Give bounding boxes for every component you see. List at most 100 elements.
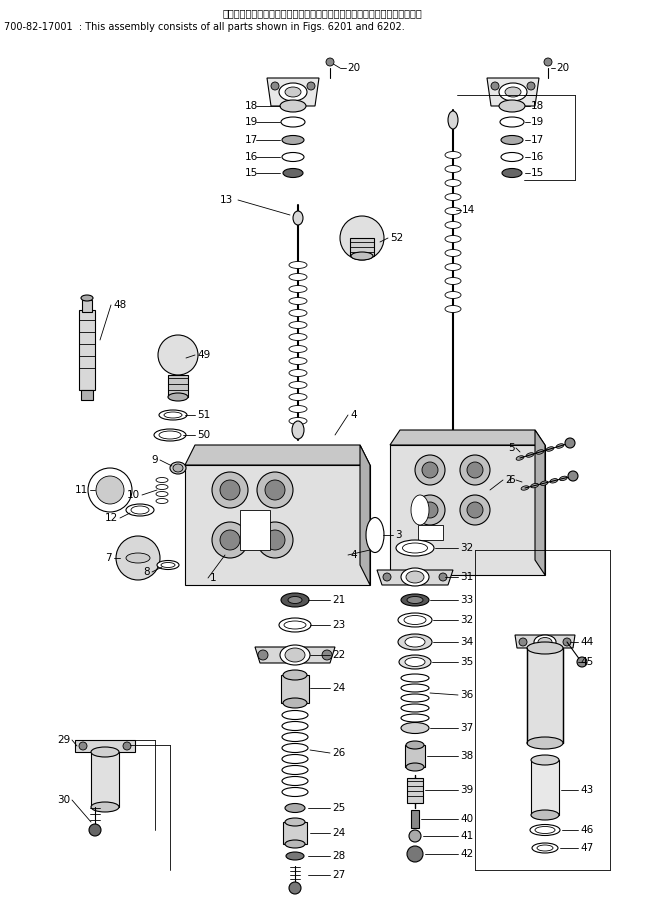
Circle shape bbox=[258, 650, 268, 660]
Bar bbox=[79, 310, 95, 390]
Ellipse shape bbox=[161, 563, 175, 567]
Ellipse shape bbox=[289, 309, 307, 316]
Circle shape bbox=[220, 530, 240, 550]
Bar bbox=[91, 752, 119, 807]
Polygon shape bbox=[185, 445, 370, 465]
Bar bbox=[82, 300, 92, 312]
Ellipse shape bbox=[282, 754, 308, 763]
Circle shape bbox=[265, 530, 285, 550]
Text: 1: 1 bbox=[210, 573, 217, 583]
Ellipse shape bbox=[531, 755, 559, 765]
Bar bbox=[81, 390, 93, 400]
Ellipse shape bbox=[445, 208, 461, 215]
Ellipse shape bbox=[170, 462, 186, 474]
Text: 27: 27 bbox=[332, 870, 345, 880]
Ellipse shape bbox=[448, 441, 458, 459]
Circle shape bbox=[96, 476, 124, 504]
Text: 23: 23 bbox=[332, 620, 345, 630]
Ellipse shape bbox=[289, 405, 307, 413]
Ellipse shape bbox=[289, 322, 307, 328]
Circle shape bbox=[460, 455, 490, 485]
Text: 10: 10 bbox=[127, 490, 140, 500]
Ellipse shape bbox=[281, 593, 309, 607]
Text: 9: 9 bbox=[152, 455, 158, 465]
Bar bbox=[407, 778, 423, 803]
Ellipse shape bbox=[282, 710, 308, 719]
Text: 26: 26 bbox=[332, 748, 345, 758]
Text: 35: 35 bbox=[460, 657, 473, 667]
Ellipse shape bbox=[168, 393, 188, 401]
Ellipse shape bbox=[396, 540, 434, 556]
Circle shape bbox=[383, 573, 391, 581]
Ellipse shape bbox=[285, 648, 305, 662]
Circle shape bbox=[322, 650, 332, 660]
Text: 18: 18 bbox=[244, 101, 258, 111]
Circle shape bbox=[89, 824, 101, 836]
Text: 41: 41 bbox=[460, 831, 473, 841]
Ellipse shape bbox=[286, 852, 304, 860]
Circle shape bbox=[409, 830, 421, 842]
Ellipse shape bbox=[156, 485, 168, 489]
Polygon shape bbox=[390, 430, 545, 445]
Ellipse shape bbox=[401, 568, 429, 586]
Ellipse shape bbox=[546, 447, 554, 451]
Ellipse shape bbox=[289, 286, 307, 292]
Ellipse shape bbox=[401, 694, 429, 702]
Ellipse shape bbox=[289, 417, 307, 424]
Text: 50: 50 bbox=[197, 430, 210, 440]
Ellipse shape bbox=[288, 597, 302, 603]
Bar bbox=[240, 510, 270, 550]
Text: 20: 20 bbox=[556, 63, 569, 73]
Text: 36: 36 bbox=[460, 690, 473, 700]
Ellipse shape bbox=[398, 634, 432, 650]
Ellipse shape bbox=[406, 763, 424, 771]
Ellipse shape bbox=[156, 477, 168, 483]
Ellipse shape bbox=[285, 818, 305, 826]
Circle shape bbox=[415, 495, 445, 525]
Bar bbox=[411, 810, 419, 828]
Ellipse shape bbox=[445, 278, 461, 284]
Text: 17: 17 bbox=[244, 135, 258, 145]
Text: 2: 2 bbox=[505, 475, 511, 485]
Circle shape bbox=[257, 472, 293, 508]
Ellipse shape bbox=[159, 410, 187, 420]
Ellipse shape bbox=[538, 637, 552, 646]
Ellipse shape bbox=[445, 263, 461, 271]
Text: 3: 3 bbox=[395, 530, 402, 540]
Ellipse shape bbox=[445, 291, 461, 298]
Bar bbox=[168, 375, 188, 397]
Ellipse shape bbox=[289, 394, 307, 400]
Circle shape bbox=[577, 657, 587, 667]
Circle shape bbox=[565, 438, 575, 448]
Ellipse shape bbox=[283, 670, 307, 680]
Bar bbox=[527, 648, 563, 743]
Circle shape bbox=[257, 522, 293, 558]
Text: 4: 4 bbox=[350, 410, 357, 420]
Text: 29: 29 bbox=[57, 735, 70, 745]
Ellipse shape bbox=[279, 83, 307, 101]
Ellipse shape bbox=[284, 621, 306, 629]
Text: 48: 48 bbox=[113, 300, 126, 310]
Ellipse shape bbox=[401, 723, 429, 734]
Circle shape bbox=[460, 495, 490, 525]
Text: 30: 30 bbox=[57, 795, 70, 805]
Ellipse shape bbox=[445, 152, 461, 158]
Text: 49: 49 bbox=[197, 350, 210, 360]
Ellipse shape bbox=[126, 553, 150, 563]
Ellipse shape bbox=[445, 250, 461, 256]
Ellipse shape bbox=[445, 180, 461, 186]
Bar bbox=[418, 525, 443, 540]
Ellipse shape bbox=[154, 429, 186, 441]
Polygon shape bbox=[377, 570, 453, 585]
Bar bbox=[405, 745, 425, 767]
Ellipse shape bbox=[280, 645, 310, 665]
Ellipse shape bbox=[532, 843, 558, 853]
Circle shape bbox=[544, 58, 552, 66]
Ellipse shape bbox=[566, 441, 574, 445]
Circle shape bbox=[307, 82, 315, 90]
Text: 40: 40 bbox=[460, 814, 473, 824]
Polygon shape bbox=[390, 445, 545, 575]
Ellipse shape bbox=[405, 657, 425, 666]
Text: 42: 42 bbox=[460, 849, 473, 859]
Ellipse shape bbox=[401, 684, 429, 692]
